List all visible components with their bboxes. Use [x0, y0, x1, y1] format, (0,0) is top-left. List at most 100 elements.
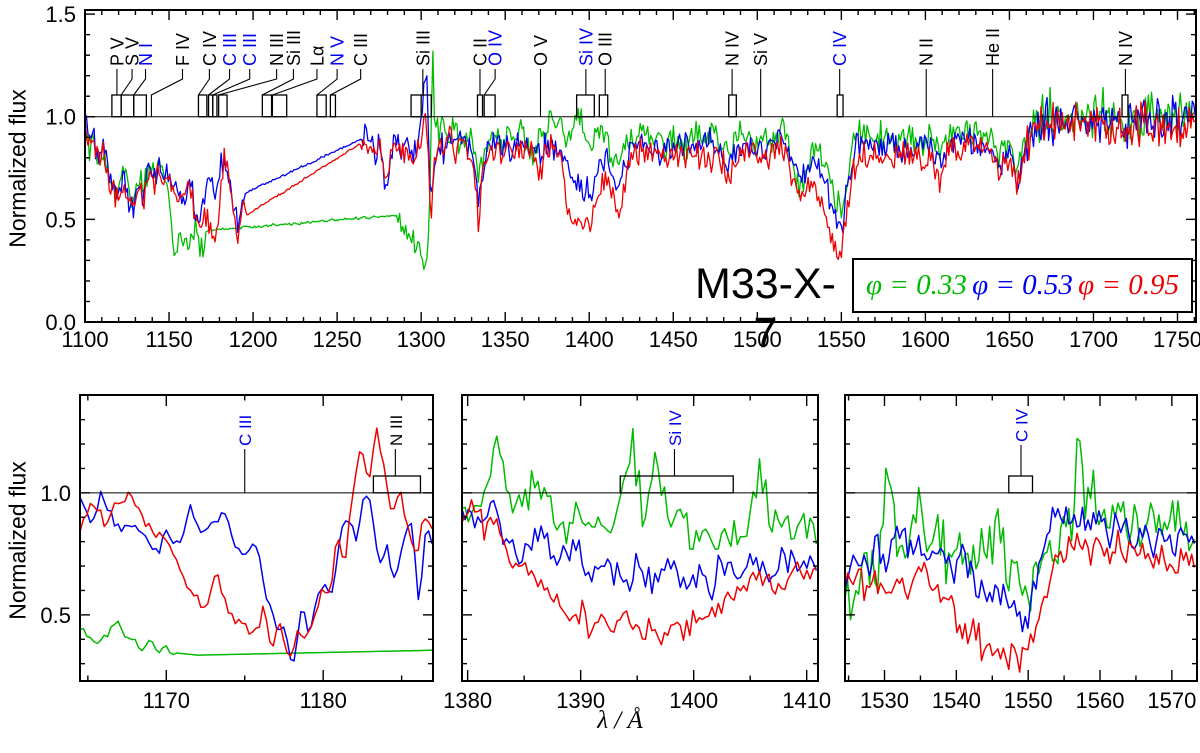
spectral-line-label: O V — [531, 35, 551, 66]
panel-border — [461, 394, 819, 682]
spectrum-phi-0.53 — [463, 499, 817, 601]
panel-border — [844, 394, 1198, 682]
spectral-line-label: C III — [220, 33, 240, 66]
x-tick-label: 1400 — [669, 688, 718, 713]
line-marker-connector — [212, 69, 251, 96]
spectral-line-label: P V — [107, 37, 127, 66]
spectral-line-label: N IV — [1116, 31, 1136, 66]
line-marker-box — [598, 94, 609, 118]
line-marker-connector — [150, 69, 184, 117]
y-tick-label: 1.5 — [45, 2, 76, 27]
panel-zoom-c3: 1170 1180 0.5 1.0 C III N III — [40, 394, 434, 713]
line-marker-box — [575, 94, 595, 118]
spectral-line-label: Si IV — [576, 28, 596, 66]
x-tick-label: 1200 — [229, 327, 278, 352]
line-marker-box — [217, 94, 228, 118]
x-tick-label: 1540 — [932, 688, 981, 713]
x-tick-label: 1410 — [782, 688, 831, 713]
x-tick-label: 1450 — [649, 327, 698, 352]
spectrum-phi-0.95 — [81, 427, 432, 657]
line-marker-box — [197, 94, 208, 118]
x-tick-label: 1530 — [860, 688, 909, 713]
source-name-title: M33-X-7 — [695, 260, 836, 357]
spectral-line-label: N V — [328, 36, 348, 66]
panel-zoom-si4: 1380 1390 1400 1410 Si IV — [443, 394, 831, 713]
line-marker-box — [476, 94, 484, 118]
line-marker-box — [372, 475, 422, 494]
spectral-line-label: C III — [351, 33, 371, 66]
line-marker-connector — [483, 69, 496, 96]
spectrum-phi-0.33 — [86, 50, 1195, 271]
spectral-line-label: N IV — [723, 31, 743, 66]
x-tick-label: 1170 — [143, 688, 190, 713]
y-tick-label: 0.5 — [40, 603, 71, 628]
line-marker-connector — [272, 69, 318, 96]
legend-item-phase-095: φ = 0.95 — [1078, 269, 1179, 301]
x-tick-label: 1150 — [145, 327, 192, 352]
line-marker-box — [836, 94, 844, 118]
line-marker-connector — [208, 69, 231, 96]
line-marker-connector — [197, 69, 210, 96]
spectral-line-label: C IV — [830, 31, 850, 66]
spectrum-phi-0.33 — [463, 427, 817, 550]
x-tick-label: 1700 — [1069, 327, 1118, 352]
line-marker-connector — [133, 69, 147, 96]
spectral-line-label: Si III — [413, 30, 433, 66]
spectral-line-label: N I — [136, 43, 156, 66]
spectral-line-label: He II — [983, 28, 1003, 66]
legend-item-phase-053: φ = 0.53 — [972, 269, 1073, 301]
x-tick-label: 1390 — [556, 688, 605, 713]
line-marker-box — [1121, 94, 1129, 118]
x-tick-label: 1500 — [733, 327, 782, 352]
spectrum-phi-0.53 — [846, 506, 1196, 633]
spectral-line-label: S V — [123, 37, 143, 66]
line-marker-box — [120, 94, 135, 118]
line-marker-box — [133, 94, 147, 118]
x-axis-label: λ / Å — [597, 707, 643, 734]
x-tick-label: 1550 — [1004, 688, 1053, 713]
line-marker-box — [111, 94, 122, 118]
line-marker-connector — [120, 69, 133, 96]
spectral-line-label: N II — [917, 38, 937, 66]
line-marker-box — [329, 94, 337, 118]
x-tick-label: 1600 — [901, 327, 950, 352]
panel-main-spectrum: 1100 1150 1200 1250 1300 1350 1400 1450 1500 1550… — [45, 2, 1200, 352]
panel-border — [84, 9, 1197, 323]
spectral-line-label: O IV — [486, 30, 506, 66]
spectral-line-label: N III — [267, 33, 287, 66]
x-tick-label: 1550 — [817, 327, 866, 352]
line-marker-box — [316, 94, 327, 118]
spectral-line-label: N III — [387, 415, 406, 446]
line-marker-box — [212, 94, 218, 118]
x-tick-label: 1100 — [61, 327, 108, 352]
x-tick-label: 1750 — [1153, 327, 1200, 352]
y-tick-label: 0.5 — [45, 207, 76, 232]
line-marker-box — [1008, 475, 1034, 494]
y-tick-label: 1.0 — [40, 481, 71, 506]
line-marker-box — [728, 94, 737, 118]
spectral-line-label: Si V — [751, 33, 771, 66]
spectral-line-label: C II — [470, 38, 490, 66]
x-tick-label: 1350 — [481, 327, 530, 352]
panel-border — [79, 394, 434, 682]
x-tick-label: 1380 — [443, 688, 492, 713]
phase-legend: φ = 0.33 φ = 0.53 φ = 0.95 — [852, 258, 1193, 313]
x-tick-label: 1560 — [1076, 688, 1125, 713]
spectrum-phi-0.95 — [86, 100, 1195, 261]
line-marker-connector — [218, 69, 278, 96]
spectral-line-label: F IV — [173, 33, 193, 66]
spectrum-phi-0.95 — [463, 499, 817, 646]
x-tick-label: 1250 — [313, 327, 362, 352]
x-tick-label: 1400 — [565, 327, 614, 352]
spectral-line-label: Si IV — [666, 409, 685, 446]
line-marker-box — [271, 94, 288, 118]
legend-item-phase-033: φ = 0.33 — [866, 269, 967, 301]
y-axis-label-main: Normalized flux — [4, 89, 31, 248]
spectral-line-label: O III — [596, 32, 616, 66]
line-marker-box — [261, 94, 273, 118]
line-marker-box — [483, 94, 496, 118]
y-tick-label: 0.0 — [45, 310, 76, 335]
spectrum-phi-0.95 — [846, 529, 1196, 673]
